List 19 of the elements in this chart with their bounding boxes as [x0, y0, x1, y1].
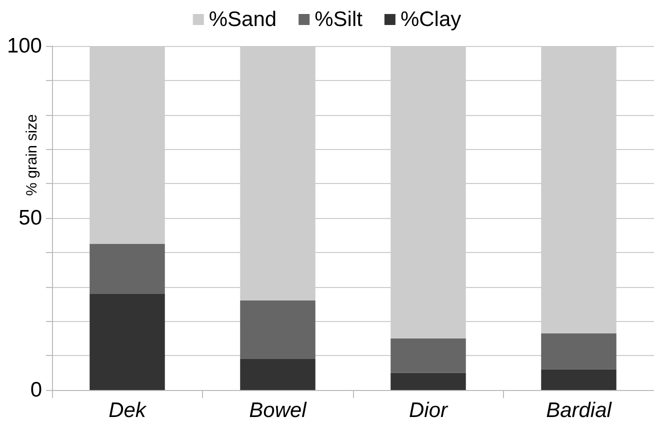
bar	[90, 244, 165, 294]
bar	[240, 300, 316, 360]
y-axis-title: % grain size	[24, 114, 40, 196]
legend-label: %Silt	[314, 8, 363, 31]
y-tick-label: 0	[30, 378, 42, 402]
y-tick-label: 100	[6, 34, 42, 58]
x-tick-label: Dior	[408, 399, 448, 422]
bar	[541, 333, 616, 370]
y-tick-label: 50	[18, 206, 42, 230]
x-tick-label: Bardial	[546, 399, 613, 422]
bar	[541, 369, 616, 390]
bar	[90, 294, 165, 390]
x-tick-label: Bowel	[249, 399, 308, 422]
legend-label: %Sand	[208, 8, 277, 31]
legend-label: %Clay	[400, 8, 462, 31]
bar	[390, 372, 466, 390]
bar	[240, 359, 316, 390]
bar	[390, 338, 466, 373]
x-tick-label: Dek	[108, 399, 148, 422]
